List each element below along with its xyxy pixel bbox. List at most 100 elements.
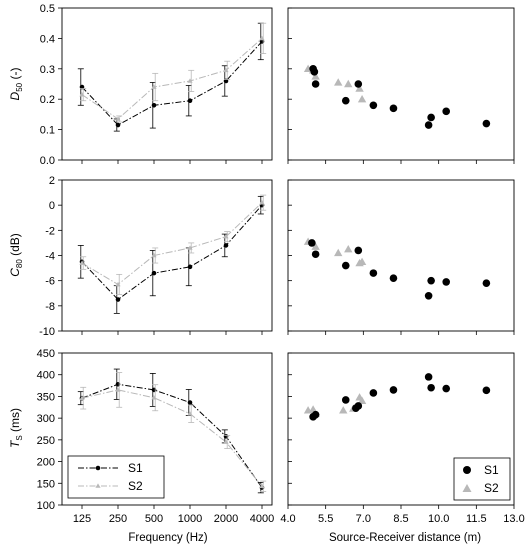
c80-freq-point-S2 <box>151 252 157 258</box>
legend-left-box <box>67 455 165 499</box>
ylabel-d50: D50 (-) <box>8 68 24 101</box>
ts-ytick-label: 100 <box>37 500 55 512</box>
ts-ytick-label: 200 <box>37 457 55 469</box>
ts-dist-point-S1 <box>442 384 451 393</box>
d50-freq-point-S2 <box>259 35 265 41</box>
c80-freq-point-S2 <box>223 234 229 239</box>
c80-freq-point-S2 <box>259 200 265 205</box>
ts-ytick-label: 300 <box>37 413 55 425</box>
d50-dist-point-S1 <box>311 80 320 88</box>
left-panel-frame-0 <box>61 7 273 161</box>
c80-dist-point-S1 <box>311 250 320 259</box>
c80-dist-point-S2 <box>357 257 367 265</box>
ts-dist-point-S1 <box>311 410 320 419</box>
c80-ytick-label: 0 <box>49 200 55 212</box>
dist-xtick-label: 11.5 <box>466 513 487 525</box>
ts-dist-point-S1 <box>369 389 378 397</box>
ts-freq-point-S1 <box>115 381 121 387</box>
c80-freq-point-S2 <box>187 245 193 250</box>
ts-dist-point-S1 <box>354 402 363 410</box>
d50-dist-point-S1 <box>354 80 363 88</box>
legend-left-s2-label: S2 <box>128 479 143 493</box>
d50-dist-point-S1 <box>389 104 398 113</box>
freq-xtick-label: 125 <box>73 513 91 525</box>
right-panel-frame-1 <box>287 179 515 332</box>
c80-freq-series-S1-line <box>81 204 263 301</box>
legend-left: S1 S2 <box>67 455 165 499</box>
ts-freq-series-S1-line <box>81 383 263 488</box>
legend-left-s2-marker <box>95 483 101 488</box>
ts-freq-point-S1 <box>151 387 157 393</box>
d50-freq-series-S2-line <box>81 38 263 120</box>
ts-dist-point-S1 <box>389 386 398 394</box>
c80-dist-point-S1 <box>389 274 398 282</box>
c80-ytick-label: -6 <box>45 276 55 288</box>
c80-dist-point-S1 <box>341 261 350 270</box>
ts-ytick-label: 350 <box>37 391 55 403</box>
ts-dist-point-S2 <box>339 406 348 414</box>
ts-dist-point-S2 <box>357 396 367 404</box>
legend-right-box <box>453 457 511 501</box>
ts-dist-point-S1 <box>482 386 491 395</box>
ts-dist-point-S1 <box>424 373 433 381</box>
ts-freq-point-S2 <box>79 395 85 400</box>
c80-dist-point-S1 <box>308 239 316 247</box>
legend-left-s1-label: S1 <box>128 461 143 475</box>
ts-freq-point-S2 <box>187 411 193 416</box>
legend-right-s1-marker <box>463 466 471 474</box>
legend-right-s2-label: S2 <box>484 481 499 495</box>
ts-freq-point-S2 <box>151 395 157 400</box>
c80-dist-point-S1 <box>427 276 435 285</box>
xlabel-frequency: Frequency (Hz) <box>128 532 207 544</box>
d50-dist-point-S1 <box>442 107 451 116</box>
d50-ytick-label: 0.2 <box>40 94 55 106</box>
c80-dist-point-S2 <box>334 248 343 257</box>
freq-xtick-label: 250 <box>109 513 127 525</box>
d50-ytick-label: 0.4 <box>40 33 55 45</box>
c80-ytick-label: -8 <box>45 301 55 313</box>
c80-ytick-label: -4 <box>45 251 55 263</box>
d50-dist-point-S2 <box>355 84 364 92</box>
d50-dist-point-S2 <box>334 78 343 86</box>
xlabel-distance: Source-Receiver distance (m) <box>329 532 481 544</box>
c80-ytick-label: -2 <box>45 225 55 237</box>
c80-dist-point-S1 <box>424 291 433 300</box>
c80-dist-point-S2 <box>311 242 320 250</box>
panels: 0.0 0.1 0.2 0.3 0.4 0.5 -10 -8 -6 -4 -2 0 2 100 150 200… <box>37 3 525 525</box>
c80-dist-point-S1 <box>442 278 451 286</box>
d50-freq-point-S1 <box>151 102 157 108</box>
d50-ytick-label: 0.3 <box>40 64 55 76</box>
d50-dist-point-S1 <box>310 68 319 76</box>
d50-dist-point-S1 <box>482 119 491 128</box>
d50-ytick-label: 0.0 <box>40 155 55 167</box>
c80-dist-point-S2 <box>344 245 353 253</box>
c80-freq-point-S2 <box>79 260 85 265</box>
dist-xtick-label: 10.0 <box>428 513 449 525</box>
dist-xtick-label: 4.0 <box>280 513 295 525</box>
d50-dist-point-S2 <box>357 95 367 103</box>
d50-freq-point-S2 <box>79 92 85 97</box>
ts-freq-point-S1 <box>223 434 229 439</box>
c80-freq-point-S2 <box>115 281 121 287</box>
freq-xtick-label: 1000 <box>178 513 202 525</box>
d50-freq-point-S1 <box>187 98 193 104</box>
ts-freq-series-S2-line <box>81 389 263 487</box>
legend-right-s1-label: S1 <box>484 463 499 477</box>
ts-freq-point-S2 <box>115 387 121 392</box>
freq-xtick-label: 2000 <box>214 513 238 525</box>
ts-dist-point-S1 <box>341 396 350 404</box>
d50-freq-point-S2 <box>187 78 193 83</box>
dist-xtick-label: 5.5 <box>318 513 333 525</box>
freq-xtick-label: 4000 <box>250 513 274 525</box>
ts-ytick-label: 250 <box>37 435 55 447</box>
d50-dist-point-S1 <box>341 96 350 105</box>
c80-ytick-label: 2 <box>49 175 55 187</box>
c80-freq-point-S1 <box>115 297 121 302</box>
dist-xtick-label: 7.0 <box>356 513 371 525</box>
ts-ytick-label: 150 <box>37 478 55 490</box>
ts-freq-point-S2 <box>259 483 265 489</box>
freq-xtick-label: 500 <box>145 513 163 525</box>
right-panel-frame-0 <box>287 7 515 161</box>
ts-ytick-label: 400 <box>37 370 55 382</box>
